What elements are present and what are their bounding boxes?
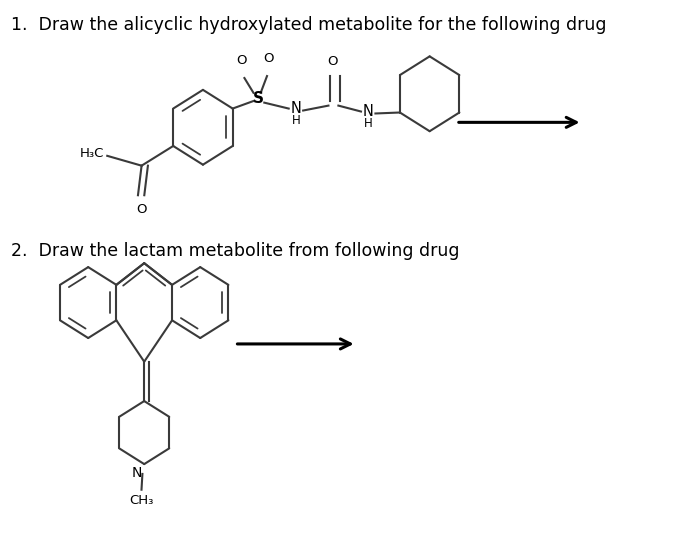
Text: S: S xyxy=(253,91,263,106)
Text: O: O xyxy=(237,54,247,67)
Text: H: H xyxy=(364,117,372,130)
Text: 1.  Draw the alicyclic hydroxylated metabolite for the following drug: 1. Draw the alicyclic hydroxylated metab… xyxy=(11,16,607,34)
Text: 2.  Draw the lactam metabolite from following drug: 2. Draw the lactam metabolite from follo… xyxy=(11,243,460,261)
Text: O: O xyxy=(328,55,338,68)
Text: N: N xyxy=(363,104,374,119)
Text: H: H xyxy=(291,114,300,127)
Text: O: O xyxy=(136,203,147,216)
Text: N: N xyxy=(290,101,302,116)
Text: O: O xyxy=(264,52,274,65)
Text: N: N xyxy=(131,466,141,480)
Text: CH₃: CH₃ xyxy=(130,494,154,507)
Text: H₃C: H₃C xyxy=(80,147,104,161)
